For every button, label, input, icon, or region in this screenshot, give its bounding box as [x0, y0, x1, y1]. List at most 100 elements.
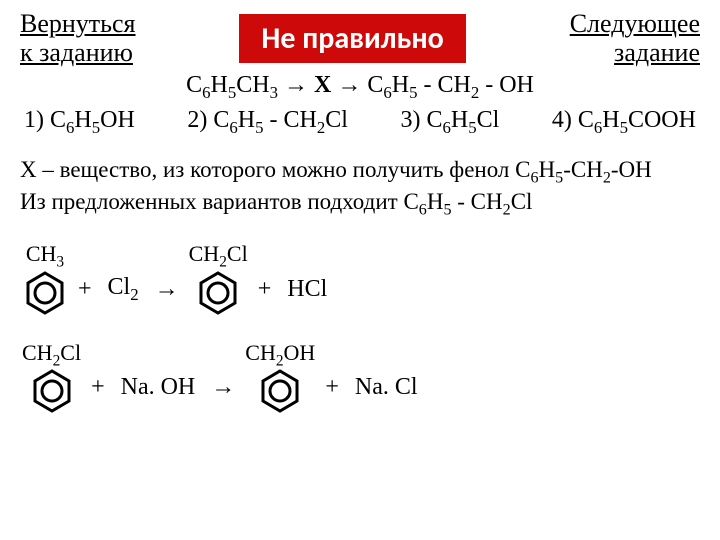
eq-x: X	[314, 72, 331, 98]
r2-plus-1: +	[91, 352, 105, 401]
o4-mid: H	[602, 107, 619, 133]
back-line1: Вернуться	[20, 9, 136, 38]
r2-plus-2: +	[325, 352, 339, 401]
option-3[interactable]: 3) C6H5Cl	[400, 107, 499, 138]
reaction-1: CH3 + Cl2 → CH2Cl + HCl	[20, 241, 700, 315]
r1-r1-s: 3	[56, 254, 64, 271]
o3-mid: H	[451, 107, 468, 133]
o2-mid2: - CH	[263, 107, 316, 133]
r1-product-2: HCl	[287, 254, 327, 303]
r2-reactant-1: CH2Cl	[22, 340, 81, 414]
back-link[interactable]: Вернуться к заданию	[20, 10, 136, 67]
ex-t7: - CH	[452, 189, 503, 214]
r2-r1-t: CH	[22, 340, 53, 365]
r1-r1-t: CH	[26, 241, 57, 266]
o2-end: Cl	[325, 107, 348, 133]
r2-p1-e: OH	[284, 340, 316, 365]
o2-s3: 2	[317, 118, 325, 137]
next-link[interactable]: Следующее задание	[570, 10, 700, 67]
options-row: 1) C6H5OH 2) C6H5 - CH2Cl 3) C6H5Cl 4) C…	[20, 107, 700, 138]
eq-ch2: - CH	[417, 72, 470, 98]
o4-s2: 5	[620, 118, 628, 137]
ex-s1: 6	[530, 169, 538, 186]
eq-s6: 2	[471, 83, 479, 102]
ex-s3: 2	[603, 169, 611, 186]
o3-s1: 6	[442, 118, 450, 137]
o2-pre: 2) C	[187, 107, 229, 133]
r1-plus-2: +	[258, 254, 272, 303]
o1-s2: 5	[92, 118, 100, 137]
next-line2: задание	[614, 38, 700, 67]
eq-c1: C	[186, 72, 202, 98]
eq-ch: CH	[236, 72, 269, 98]
main-equation: C6H5CH3 → X → C6H5 - CH2 - OH	[20, 72, 700, 103]
r2-product-2: Na. Cl	[355, 352, 418, 401]
eq-s4: 6	[383, 83, 391, 102]
benzene-ring-icon	[22, 270, 68, 316]
r1-rg-s: 2	[130, 285, 138, 304]
top-row: Вернуться к заданию Не правильно Следующ…	[20, 10, 700, 67]
option-1[interactable]: 1) C6H5OH	[24, 107, 135, 138]
r1-product-1: CH2Cl	[189, 241, 248, 315]
o3-pre: 3) C	[400, 107, 442, 133]
result-banner: Не правильно	[239, 14, 465, 63]
eq-s3: 3	[270, 83, 278, 102]
ex-t4: -OH	[611, 157, 652, 182]
benzene-ring-icon	[29, 368, 75, 414]
ex-t1: X – вещество, из которого можно получить…	[20, 157, 530, 182]
r1-rg-t: Cl	[108, 274, 131, 300]
reaction-2: CH2Cl + Na. OH → CH2OH + Na. Cl	[20, 340, 700, 414]
o4-end: COOH	[628, 107, 696, 133]
r1-reagent: Cl2	[108, 252, 139, 305]
eq-s2: 5	[228, 83, 236, 102]
r2-r1-label: CH2Cl	[22, 340, 81, 370]
ex-t6: H	[427, 189, 444, 214]
r2-r1-e: Cl	[60, 340, 81, 365]
o1-end: OH	[100, 107, 135, 133]
option-2[interactable]: 2) C6H5 - CH2Cl	[187, 107, 348, 138]
back-line2: к заданию	[20, 38, 133, 67]
o3-s2: 5	[468, 118, 476, 137]
ex-t3: -CH	[563, 157, 603, 182]
r1-reactant-1: CH3	[22, 241, 68, 315]
ex-s7: 2	[503, 202, 511, 219]
eq-arr1: →	[278, 72, 314, 98]
r2-reagent: Na. OH	[121, 352, 196, 401]
o3-end: Cl	[477, 107, 500, 133]
o4-pre: 4) C	[552, 107, 594, 133]
ex-s2: 5	[555, 169, 563, 186]
r2-p1-t: CH	[245, 340, 276, 365]
r1-p1-t: CH	[189, 241, 220, 266]
o1-mid: H	[74, 107, 91, 133]
r2-arrow: →	[211, 352, 235, 401]
r1-p1-e: Cl	[227, 241, 248, 266]
o1-pre: 1) C	[24, 107, 66, 133]
o2-s1: 6	[229, 118, 237, 137]
r1-r1-label: CH3	[26, 241, 64, 271]
o4-s1: 6	[594, 118, 602, 137]
benzene-ring-icon	[257, 368, 303, 414]
o2-mid: H	[238, 107, 255, 133]
r1-p1-s: 2	[219, 254, 227, 271]
ex-t5: Из предложенных вариантов подходит C	[20, 189, 419, 214]
r1-arrow: →	[155, 254, 179, 303]
r2-p1-s: 2	[276, 352, 284, 369]
banner-text: Не правильно	[261, 20, 443, 57]
option-4[interactable]: 4) C6H5COOH	[552, 107, 696, 138]
ex-s6: 5	[443, 202, 451, 219]
eq-h1: H	[211, 72, 228, 98]
r1-plus-1: +	[78, 254, 92, 303]
r2-p1-label: CH2OH	[245, 340, 315, 370]
eq-arr2: → C	[331, 72, 383, 98]
next-line1: Следующее	[570, 9, 700, 38]
ex-t2: H	[539, 157, 556, 182]
eq-h2: H	[392, 72, 409, 98]
r1-p1-label: CH2Cl	[189, 241, 248, 271]
explanation: X – вещество, из которого можно получить…	[20, 156, 700, 221]
ex-s5: 6	[419, 202, 427, 219]
eq-oh: - OH	[479, 72, 534, 98]
eq-s1: 6	[202, 83, 210, 102]
benzene-ring-icon	[195, 270, 241, 316]
r2-product-1: CH2OH	[245, 340, 315, 414]
ex-t8: Cl	[511, 189, 533, 214]
